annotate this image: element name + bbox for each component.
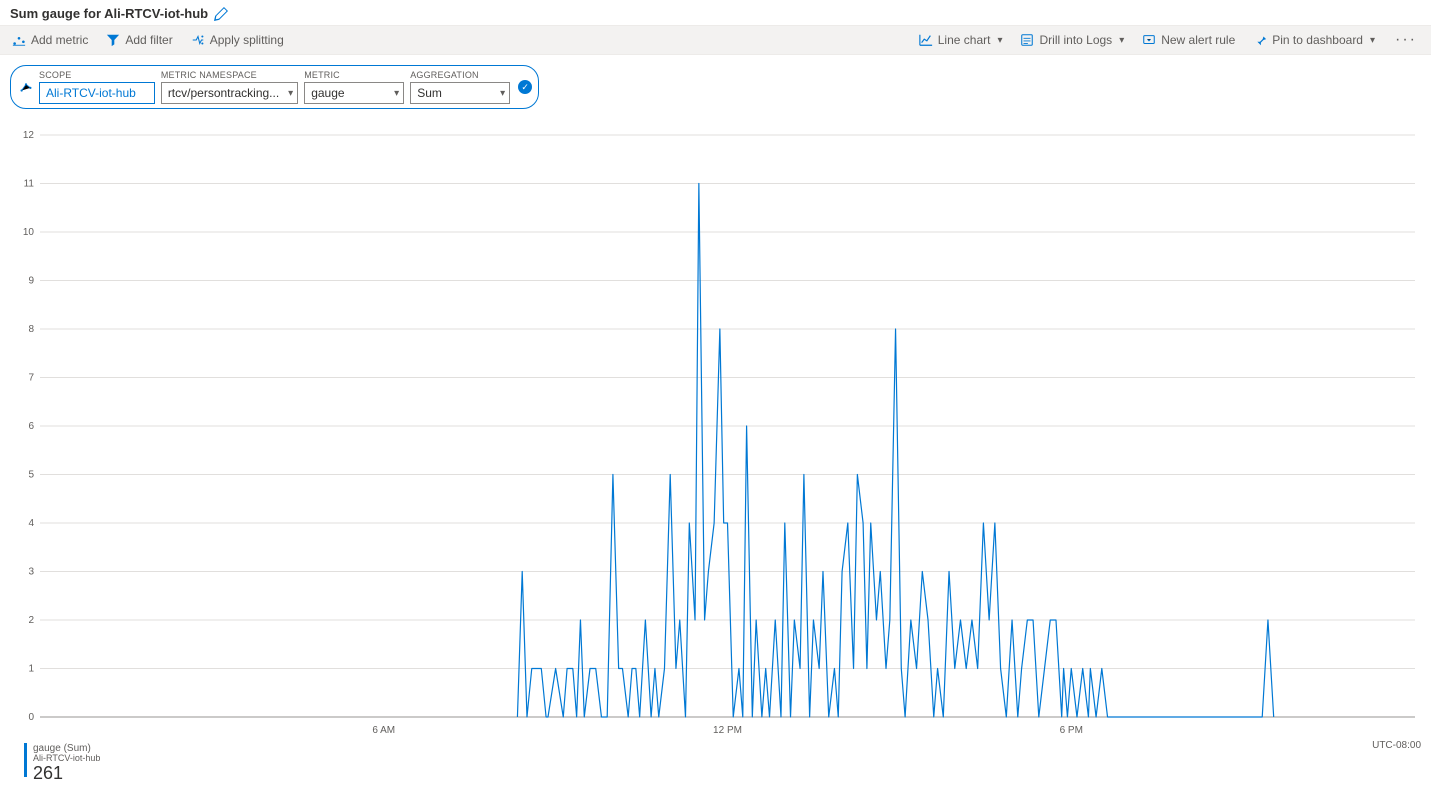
more-button[interactable]: ··· [1391,31,1421,49]
metric-pill-icon [19,80,33,94]
edit-icon[interactable] [214,7,228,21]
namespace-selector[interactable]: rtcv/persontracking... [161,82,298,104]
aggregation-label: AGGREGATION [410,70,510,80]
line-chart[interactable]: 01234567891011126 AM12 PM6 PM [10,127,1421,737]
scope-selector[interactable]: Ali-RTCV-iot-hub [39,82,155,104]
chevron-down-icon: ▾ [997,35,1002,46]
aggregation-selector[interactable]: Sum [410,82,510,104]
filter-icon [106,33,120,47]
line-chart-icon [919,33,933,47]
chart-legend[interactable]: gauge (Sum) Ali-RTCV-iot-hub 261 [24,743,1431,784]
page-header: Sum gauge for Ali-RTCV-iot-hub [0,0,1431,25]
svg-text:4: 4 [28,518,34,529]
svg-text:7: 7 [28,373,34,384]
aggregation-field: AGGREGATION Sum ▾ [410,70,510,104]
toolbar: Add metric Add filter Apply splitting Li… [0,25,1431,55]
new-alert-button[interactable]: New alert rule [1140,30,1237,50]
scatter-icon [12,33,26,47]
new-alert-label: New alert rule [1161,33,1235,47]
add-metric-label: Add metric [31,33,88,47]
legend-text: gauge (Sum) Ali-RTCV-iot-hub 261 [33,743,100,784]
page-title: Sum gauge for Ali-RTCV-iot-hub [10,6,208,21]
svg-text:2: 2 [28,615,34,626]
namespace-field: METRIC NAMESPACE rtcv/persontracking... … [161,70,298,104]
scope-label: SCOPE [39,70,155,80]
apply-splitting-label: Apply splitting [210,33,284,47]
line-chart-label: Line chart [938,33,991,47]
svg-text:12 PM: 12 PM [713,725,742,736]
toolbar-right: Line chart ▾ Drill into Logs ▾ New alert… [917,30,1421,50]
svg-text:5: 5 [28,470,34,481]
add-metric-button[interactable]: Add metric [10,30,90,50]
check-icon[interactable]: ✓ [518,80,532,94]
legend-color-bar [24,743,27,777]
metric-field: METRIC gauge ▾ [304,70,404,104]
svg-text:0: 0 [28,712,34,723]
svg-text:3: 3 [28,567,34,578]
toolbar-left: Add metric Add filter Apply splitting [10,30,286,50]
svg-text:10: 10 [23,227,35,238]
svg-text:6 PM: 6 PM [1060,725,1083,736]
svg-text:9: 9 [28,276,34,287]
pin-dashboard-button[interactable]: Pin to dashboard ▾ [1251,30,1377,50]
metric-selector[interactable]: gauge [304,82,404,104]
metric-query-pill: SCOPE Ali-RTCV-iot-hub METRIC NAMESPACE … [10,65,539,109]
svg-text:6: 6 [28,421,34,432]
drill-logs-button[interactable]: Drill into Logs ▾ [1018,30,1126,50]
metric-label: METRIC [304,70,404,80]
add-filter-label: Add filter [125,33,172,47]
add-filter-button[interactable]: Add filter [104,30,174,50]
logs-icon [1020,33,1034,47]
line-chart-button[interactable]: Line chart ▾ [917,30,1005,50]
legend-value: 261 [33,764,100,784]
scope-field: SCOPE Ali-RTCV-iot-hub [39,70,155,104]
alert-icon [1142,33,1156,47]
svg-text:12: 12 [23,130,35,141]
drill-logs-label: Drill into Logs [1039,33,1112,47]
pin-icon [1253,33,1267,47]
svg-text:8: 8 [28,324,34,335]
chart-area: 01234567891011126 AM12 PM6 PM UTC-08:00 [10,127,1421,737]
pin-dashboard-label: Pin to dashboard [1272,33,1363,47]
chevron-down-icon: ▾ [1370,35,1375,46]
chevron-down-icon: ▾ [1119,35,1124,46]
svg-text:6 AM: 6 AM [372,725,395,736]
svg-text:11: 11 [24,179,35,190]
svg-text:1: 1 [28,664,34,675]
namespace-label: METRIC NAMESPACE [161,70,298,80]
timezone-label: UTC-08:00 [1372,740,1421,751]
apply-splitting-button[interactable]: Apply splitting [189,30,286,50]
split-icon [191,33,205,47]
